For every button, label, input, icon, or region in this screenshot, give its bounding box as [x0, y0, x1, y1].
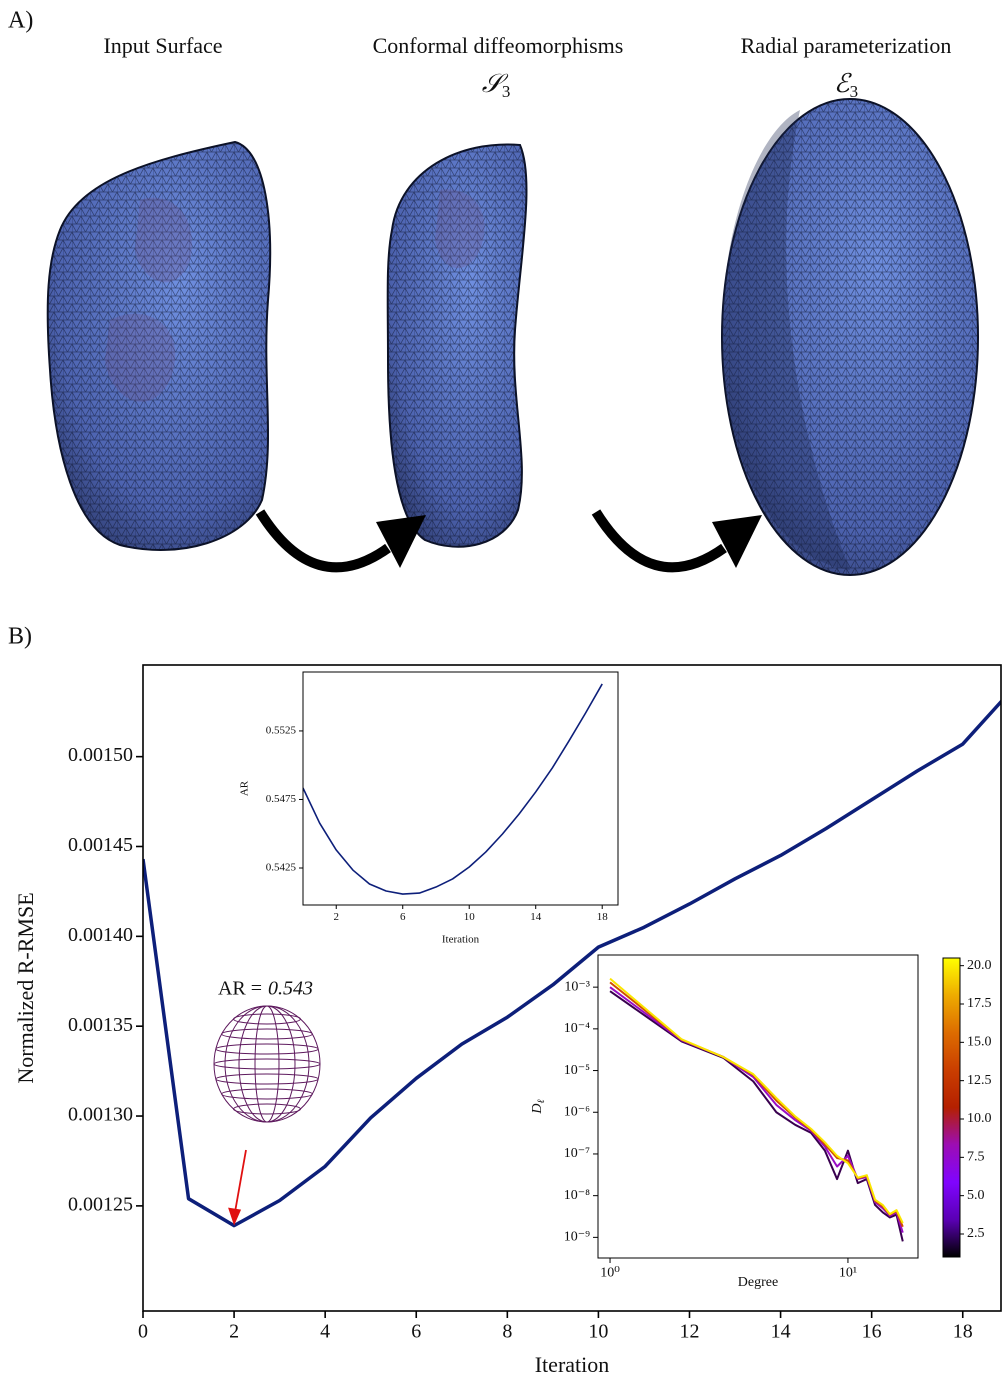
- colorbar-tick-label: 20.0: [967, 958, 992, 973]
- y-axis-label: AR: [239, 780, 251, 796]
- annotation: AR = 0.543: [213, 978, 321, 1226]
- data-line: [609, 990, 904, 1242]
- x-tick-label: 14: [530, 911, 542, 923]
- x-tick-label: 2: [333, 911, 339, 923]
- colorbar-tick-label: 17.5: [967, 996, 992, 1011]
- colorbar-tick-label: 10.0: [967, 1111, 992, 1126]
- y-tick-label: 10⁻⁶: [564, 1104, 590, 1119]
- x-tick-label: 10¹: [839, 1266, 857, 1281]
- lines: [143, 699, 1001, 1228]
- chart: 10⁰ 10¹ 10⁻³ 10⁻⁴ 10⁻⁵ 10⁻⁶ 10⁻⁷ 10⁻⁸ 10⁻⁹ Degree…: [530, 954, 919, 1290]
- data-line: [303, 683, 603, 895]
- colorbar-tick-label: 5.0: [967, 1188, 985, 1203]
- arrow: [255, 509, 426, 573]
- x-tick-label: 18: [953, 1321, 973, 1343]
- y-tick-label: 0.5475: [266, 793, 297, 805]
- y-label-main: D: [530, 1103, 545, 1114]
- colorbar-tick-label: 15.0: [967, 1035, 992, 1050]
- x-tick-label: 6: [400, 911, 406, 923]
- surface-conformal: [386, 143, 528, 548]
- y-tick-label: 0.5525: [266, 724, 297, 736]
- data-line: [143, 699, 1001, 1228]
- x-tick-label: 16: [862, 1321, 882, 1343]
- x-tick-label: 10⁰: [600, 1266, 620, 1281]
- surface-title: Input Surface: [103, 33, 222, 58]
- x-tick-label: 4: [320, 1321, 330, 1343]
- panel-label: A): [8, 8, 33, 34]
- annotation-arrow: [234, 1149, 247, 1212]
- x-tick-label: 18: [597, 911, 609, 923]
- surface-symbol: ℰ3: [834, 69, 858, 101]
- lines: [609, 977, 904, 1242]
- x-tick-label: 0: [138, 1321, 148, 1343]
- plot-background: [598, 955, 918, 1258]
- y-tick-label: 0.00125: [68, 1193, 133, 1215]
- y-tick-label: 0.00145: [68, 834, 133, 856]
- colorbar-tick-label: 7.5: [967, 1150, 985, 1165]
- arrow: [591, 509, 762, 573]
- colorbar-tick-label: 12.5: [967, 1073, 992, 1088]
- x-axis-label: Iteration: [442, 934, 480, 946]
- y-tick-label: 10⁻³: [564, 979, 590, 994]
- y-tick-label: 0.00135: [68, 1014, 133, 1036]
- x-tick-label: 2: [229, 1321, 239, 1343]
- data-line: [609, 977, 904, 1224]
- x-axis-label: Iteration: [535, 1352, 610, 1377]
- annotation-arrowhead: [228, 1207, 242, 1226]
- y-tick-label: 0.00130: [68, 1104, 133, 1126]
- y-tick-label: 10⁻⁹: [564, 1230, 590, 1245]
- x-tick-label: 10: [464, 911, 476, 923]
- y-tick-label: 0.5425: [266, 862, 297, 874]
- x-tick-label: 10: [588, 1321, 608, 1343]
- chart: 0 2 4 6 8 10 12 14 16 18 0.00125 0.00130 0.00135 0.00…: [13, 664, 1002, 1377]
- y-tick-label: 10⁻⁴: [564, 1021, 590, 1036]
- chart: 2 6 10 14 18 0.5425 0.5475 0.5525 Iteration AR: [239, 671, 619, 946]
- symbol-main: ℰ: [834, 69, 852, 98]
- surface-title: Conformal diffeomorphisms: [373, 33, 624, 58]
- colorbar-tick-label: 2.5: [967, 1226, 985, 1241]
- annotation-label: AR =: [218, 978, 262, 1000]
- annotation-value: 0.543: [268, 978, 313, 1000]
- panel-label: B): [8, 624, 32, 650]
- surface-input: [46, 140, 272, 551]
- wireframe-ellipsoid: [213, 1005, 321, 1123]
- colorbar: 2.5 5.0 7.5 10.0 12.5 15.0 17.5 20.0: [942, 957, 992, 1258]
- y-axis-label: Normalized R-RMSE: [13, 892, 38, 1083]
- lines: [303, 683, 603, 895]
- x-tick-label: 6: [411, 1321, 421, 1343]
- y-label-sub: ℓ: [536, 1099, 547, 1103]
- y-tick-label: 10⁻⁵: [564, 1063, 590, 1078]
- surface-symbol: 𝒮3: [482, 69, 511, 101]
- symbol-sub: 3: [502, 82, 511, 101]
- x-tick-label: 14: [771, 1321, 791, 1343]
- colorbar-fill: [942, 957, 961, 1258]
- y-tick-label: 10⁻⁷: [564, 1146, 590, 1161]
- axes-frame: [302, 671, 619, 906]
- x-axis-label: Degree: [738, 1275, 778, 1290]
- symbol-sub: 3: [850, 82, 859, 101]
- y-tick-label: 10⁻⁸: [564, 1188, 590, 1203]
- y-tick-label: 0.00140: [68, 924, 133, 946]
- x-tick-label: 12: [679, 1321, 699, 1343]
- y-axis-label: Dℓ: [530, 1099, 547, 1114]
- y-tick-label: 0.00150: [68, 744, 133, 766]
- surface-radial: [721, 98, 979, 576]
- surface-title: Radial parameterization: [741, 33, 952, 58]
- x-tick-label: 8: [502, 1321, 512, 1343]
- plot-background: [303, 672, 618, 905]
- axes-frame: [597, 954, 919, 1259]
- axes-frame: [142, 664, 1002, 1312]
